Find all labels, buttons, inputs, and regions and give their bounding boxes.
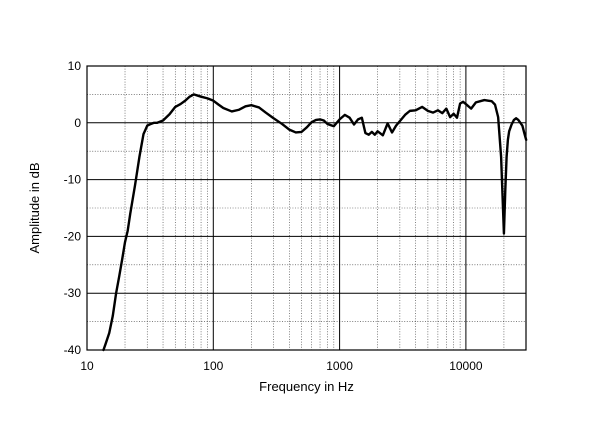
x-tick-label: 1000: [326, 359, 353, 373]
x-tick-labels: 10 100 1000 10000: [80, 359, 483, 373]
y-axis-title: Amplitude in dB: [27, 162, 42, 253]
y-tick-labels: 10 0 -10 -20 -30 -40: [64, 59, 82, 357]
y-tick-label: 10: [68, 59, 82, 73]
x-tick-label: 100: [203, 359, 223, 373]
series-line: [102, 93, 528, 352]
x-axis-title: Frequency in Hz: [259, 379, 354, 394]
minor-grid: [87, 66, 526, 350]
y-tick-label: -30: [64, 286, 82, 300]
y-tick-label: 0: [74, 116, 81, 130]
x-tick-label: 10000: [449, 359, 483, 373]
plot-frame: [86, 65, 527, 351]
x-tick-label: 10: [80, 359, 94, 373]
y-tick-label: -10: [64, 173, 82, 187]
y-tick-label: -20: [64, 229, 82, 243]
y-tick-label: -40: [64, 343, 82, 357]
